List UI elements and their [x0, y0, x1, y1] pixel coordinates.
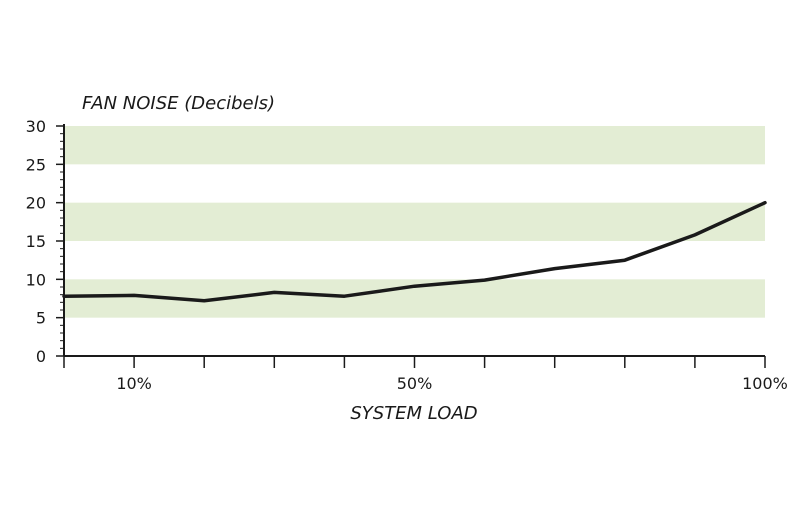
y-axis-title: FAN NOISE (Decibels) — [82, 93, 275, 114]
x-tick-label: 10% — [116, 374, 152, 393]
series-line-0 — [62, 200, 767, 303]
y-tick-label: 30 — [26, 117, 46, 136]
y-tick-label: 5 — [36, 309, 46, 328]
y-ticks: 0 5 10 15 20 25 30 — [26, 117, 64, 366]
y-tick-label: 20 — [26, 194, 46, 213]
y-tick-label: 10 — [26, 270, 46, 289]
band-1 — [64, 202, 765, 241]
y-tick-label: 0 — [36, 347, 46, 366]
band-2 — [64, 126, 765, 165]
series-group — [62, 200, 767, 303]
x-ticks: 10% 50% 100% — [63, 356, 788, 393]
x-tick-label: 50% — [397, 374, 433, 393]
background-bands — [64, 126, 765, 318]
x-tick-label: 100% — [742, 374, 788, 393]
y-tick-label: 25 — [26, 155, 46, 174]
y-tick-label: 15 — [26, 232, 46, 251]
x-axis-title: SYSTEM LOAD — [350, 403, 477, 424]
